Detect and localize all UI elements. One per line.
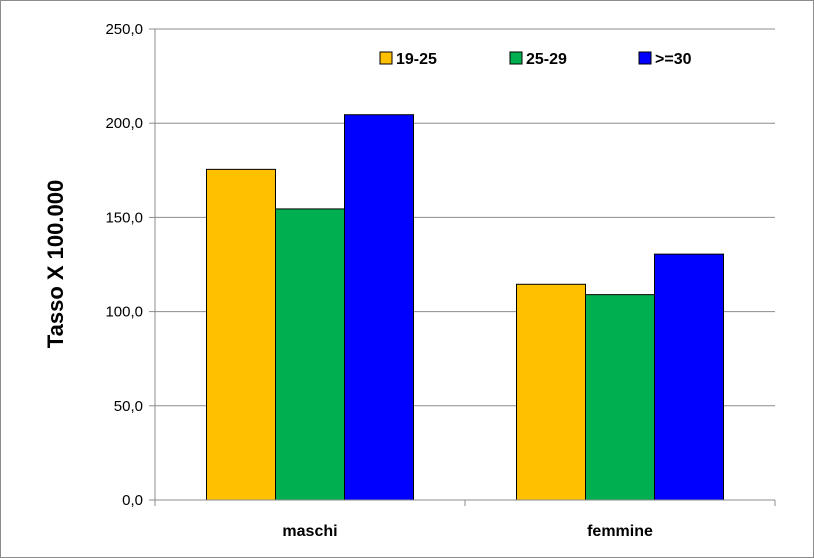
category-label: femmine bbox=[587, 523, 653, 540]
legend: 19-25 25-29 >=30 bbox=[379, 51, 692, 68]
legend-swatch bbox=[509, 51, 523, 65]
y-tick-labels: 0,0 50,0 100,0 150,0 200,0 250,0 bbox=[105, 21, 143, 509]
y-tick-label: 150,0 bbox=[105, 209, 143, 226]
legend-swatch bbox=[379, 51, 393, 65]
bar-femmine-19-25 bbox=[516, 283, 586, 501]
y-tick-label: 250,0 bbox=[105, 21, 143, 38]
legend-label: 19-25 bbox=[396, 51, 437, 68]
y-tick-label: 0,0 bbox=[122, 492, 143, 509]
y-tick-label: 50,0 bbox=[114, 398, 143, 415]
legend-label: 25-29 bbox=[526, 51, 567, 68]
y-tick-label: 200,0 bbox=[105, 115, 143, 132]
y-tick-label: 100,0 bbox=[105, 304, 143, 321]
category-label: maschi bbox=[282, 523, 337, 540]
bar-maschi-25-29 bbox=[275, 208, 345, 501]
y-axis-title: Tasso X 100.000 bbox=[43, 180, 68, 348]
category-labels: maschi femmine bbox=[282, 523, 653, 540]
bar-maschi->=30 bbox=[344, 114, 414, 501]
axes bbox=[149, 28, 776, 506]
bar-maschi-19-25 bbox=[206, 168, 276, 501]
legend-swatch bbox=[638, 51, 652, 65]
bars bbox=[206, 114, 724, 501]
bar-femmine-25-29 bbox=[585, 294, 655, 501]
bar-femmine->=30 bbox=[654, 253, 724, 501]
legend-label: >=30 bbox=[655, 51, 692, 68]
